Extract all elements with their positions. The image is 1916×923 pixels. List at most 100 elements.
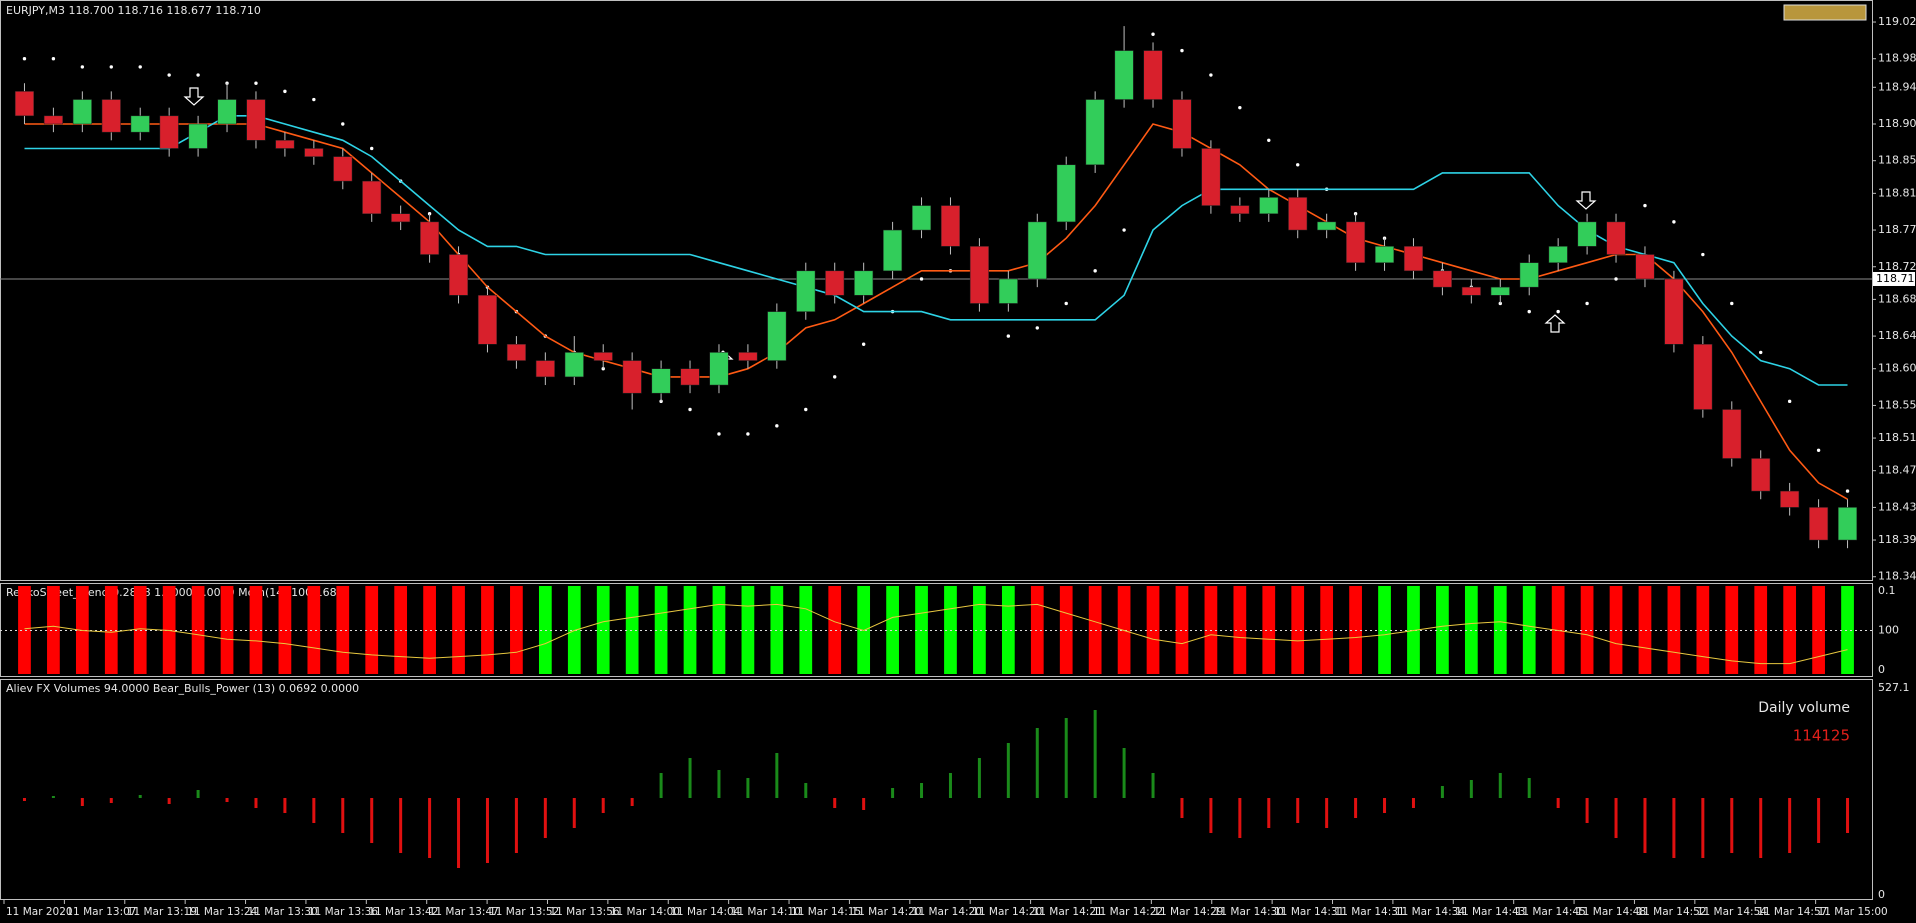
power-bar [1006,743,1010,798]
power-bar [1614,798,1618,838]
power-bar [1151,773,1155,798]
time-label: 11 Mar 14:45 [1516,906,1586,918]
power-bar [601,798,605,813]
sar-dot [1614,277,1618,281]
candle-body [1172,99,1192,149]
time-label: 11 Mar 13:52 [489,906,559,918]
time-label: 11 Mar 13:42 [368,906,438,918]
candle-body [506,343,526,361]
volume-panel-frame [0,679,1873,900]
trend-bar [1841,586,1854,674]
side-label: 527.1 [1878,681,1910,694]
power-bar [370,798,374,843]
sar-dot [1787,399,1792,404]
candle-body [1085,99,1105,166]
power-bar [977,758,981,798]
annotation-value: 114125 [1793,727,1850,745]
arrow-down [183,87,205,106]
time-label: 11 Mar 13:30 [248,906,318,918]
candle-body [825,270,845,296]
trend-bar [886,586,899,674]
sar-dot [688,407,692,412]
power-bar [1440,786,1444,798]
y-tick-label: 119.025 [1878,15,1916,28]
candle-body [1375,246,1395,263]
arrow-up [1544,314,1566,333]
power-bar [254,798,258,808]
power-bar [1788,798,1792,853]
power-bar [1672,798,1676,858]
time-label: 11 Mar 14:31 [1335,906,1405,918]
power-bar [1730,798,1734,853]
sar-dot [1759,350,1763,355]
sar-dot [51,57,56,61]
power-bar [1498,773,1502,798]
sar-dot [746,432,750,436]
power-bar [1354,798,1358,818]
power-bar [1469,780,1473,798]
trend-bar [278,586,292,674]
power-bar [920,783,924,798]
trend-bar [828,586,842,674]
sar-dot [254,81,258,85]
power-bar [196,790,200,798]
sar-dot [312,97,316,102]
time-label: 11 Mar 14:54 [1697,906,1767,918]
sar-dot [1585,301,1589,306]
candle-body [1838,507,1858,541]
y-tick-label: 118.770 [1878,223,1916,236]
candle-body [738,352,758,361]
trend-bar [1233,586,1247,674]
candle-body [1490,286,1510,296]
time-label: 11 Mar 14:10 [731,906,801,918]
power-bar [341,798,345,833]
power-bar [1296,798,1300,823]
sar-dot [1006,334,1011,338]
candle-body [1027,221,1047,280]
last-price-box [1873,271,1915,286]
y-tick-label: 118.475 [1878,464,1916,477]
candle-body [217,99,237,125]
sar-dot [1296,163,1300,167]
trend-bar [336,586,350,674]
momentum-line [24,603,1848,665]
power-bar [225,798,229,802]
candle-body [159,115,179,149]
candle-body [477,295,497,345]
power-bar [1643,798,1647,853]
power-bar [688,758,692,798]
y-tick-label: 118.980 [1878,52,1916,65]
power-bar [1064,718,1068,798]
candle-body [1548,246,1568,263]
y-tick-label: 118.640 [1878,329,1916,342]
candle-body [1809,507,1829,541]
candle-body [333,156,353,182]
trend-bar [1580,586,1594,674]
candle-body [1577,221,1597,247]
power-bar [138,795,142,798]
power-bar [1556,798,1560,808]
candle-body [883,229,903,272]
candle-body [1751,458,1771,492]
trend-bar [191,586,205,674]
power-bar [1846,798,1850,833]
candle-body [1635,254,1655,280]
candle-body [1606,221,1626,255]
trend-bar [1522,586,1536,674]
sar-dot [1643,203,1647,208]
trend-bar [1696,586,1710,674]
annotation-title: Daily volume [1758,700,1850,716]
time-label: 11 Mar 13:56 [549,906,619,918]
indicator-line [24,115,1848,386]
indicator-line [24,123,1848,500]
candle-body [72,99,92,125]
candle-body [130,115,150,133]
sar-dot [1845,489,1850,493]
sar-dot [167,73,171,77]
candle-body [1288,197,1308,231]
y-tick-label: 118.345 [1878,570,1916,583]
trend-bar [452,586,465,674]
power-bar [948,773,952,798]
power-bar [1122,748,1126,798]
